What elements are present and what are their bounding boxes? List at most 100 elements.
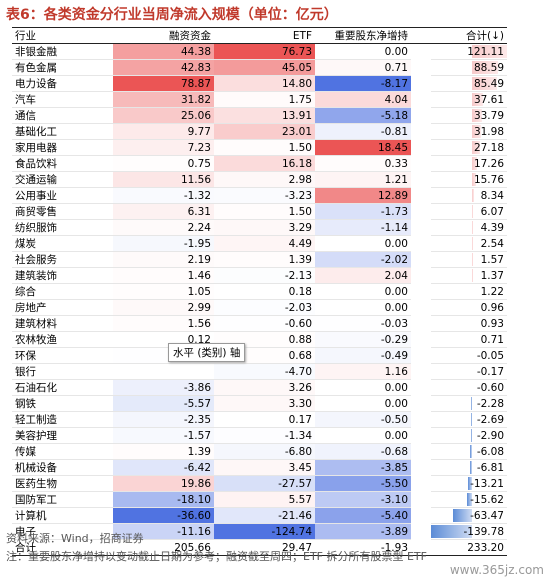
label-cell: 银行 (12, 363, 113, 380)
data-bar (471, 157, 477, 170)
value-cell: -27.57 (214, 475, 315, 492)
value-text: 31.98 (473, 125, 504, 138)
row: 社会服务 2.19 1.39 -2.02 1.57 (12, 251, 507, 268)
source: 资料来源：Wind，招商证券 (6, 532, 144, 545)
value-text: 0.96 (480, 301, 504, 314)
label-cell: 煤炭 (12, 235, 113, 252)
value-cell: -1.95 (113, 235, 214, 252)
value-cell: -13.21 (431, 475, 507, 492)
row: 国防军工 -18.10 5.57 -3.10 -15.62 (12, 491, 507, 508)
value-cell: 2.98 (214, 171, 315, 188)
label-cell: 建筑材料 (12, 315, 113, 332)
data-bar (471, 141, 480, 154)
value-cell: -63.47 (431, 507, 507, 524)
value-text: -15.62 (470, 493, 504, 506)
value-cell: -15.62 (431, 491, 507, 508)
value-cell: -1.93 (315, 539, 411, 556)
value-cell: -6.81 (431, 459, 507, 476)
data-bar (471, 45, 507, 58)
value-cell: 0.96 (431, 299, 507, 316)
data-bar (471, 397, 472, 410)
value-cell: 0.33 (315, 155, 411, 172)
value-text: 1.57 (480, 253, 504, 266)
row: 银行 -4.70 1.16 -0.17 (12, 363, 507, 380)
value-text: -0.60 (476, 381, 504, 394)
row: 传媒 1.39 -6.80 -0.68 -6.08 (12, 443, 507, 460)
data-bar (470, 429, 472, 442)
value-cell: -3.89 (315, 523, 411, 540)
value-cell: 88.59 (431, 59, 507, 76)
value-cell: 1.50 (214, 203, 315, 220)
value-text: 37.61 (473, 93, 504, 106)
value-cell: 121.11 (431, 43, 507, 60)
value-text: 33.79 (473, 109, 504, 122)
value-cell: -5.50 (315, 475, 411, 492)
label-cell: 公用事业 (12, 187, 113, 204)
value-text: 121.11 (467, 45, 504, 58)
value-cell: 78.87 (113, 75, 214, 92)
value-text: 0.71 (480, 333, 504, 346)
row: 美容护理 -1.57 -1.34 0.00 -2.90 (12, 427, 507, 444)
value-cell: -2.90 (431, 427, 507, 444)
value-cell: -1.14 (315, 219, 411, 236)
value-cell: 2.99 (113, 299, 214, 316)
value-cell: 0.00 (315, 379, 411, 396)
label-cell: 美容护理 (12, 427, 113, 444)
value-cell: 8.34 (431, 187, 507, 204)
value-cell: 1.56 (113, 315, 214, 332)
data-bar (431, 525, 472, 538)
value-cell: 3.26 (214, 379, 315, 396)
value-cell: 15.76 (431, 171, 507, 188)
row: 非银金融 44.38 76.73 0.00 121.11 (12, 43, 507, 60)
label-cell: 家用电器 (12, 139, 113, 156)
label-cell: 有色金属 (12, 59, 113, 76)
value-cell: 0.75 (113, 155, 214, 172)
label-cell: 机械设备 (12, 459, 113, 476)
value-text: -139.78 (463, 525, 504, 538)
data-bar (471, 61, 498, 74)
value-cell: 1.22 (431, 283, 507, 300)
value-cell: 0.00 (315, 235, 411, 252)
value-cell: 0.00 (315, 395, 411, 412)
row: 石油石化 -3.86 3.26 0.00 -0.60 (12, 379, 507, 396)
value-text: -0.17 (476, 365, 504, 378)
row: 行业 融资资金 ETF 重要股东净增持 合计(↓) (12, 27, 507, 44)
value-cell: 19.86 (113, 475, 214, 492)
value-text: 4.39 (480, 221, 504, 234)
value-cell: ETF (214, 27, 315, 44)
data-bar (471, 93, 483, 106)
value-cell: 233.20 (431, 539, 507, 556)
value-cell: 31.82 (113, 91, 214, 108)
value-cell: -1.32 (113, 187, 214, 204)
value-text: 8.34 (480, 189, 504, 202)
value-cell: -6.80 (214, 443, 315, 460)
label-cell: 农林牧渔 (12, 331, 113, 348)
value-cell: -5.57 (113, 395, 214, 412)
row: 煤炭 -1.95 4.49 0.00 2.54 (12, 235, 507, 252)
row: 机械设备 -6.42 3.45 -3.85 -6.81 (12, 459, 507, 476)
value-cell: -0.60 (431, 379, 507, 396)
value-cell: -3.85 (315, 459, 411, 476)
value-cell: -36.60 (113, 507, 214, 524)
value-cell: -21.46 (214, 507, 315, 524)
table: 行业 融资资金 ETF 重要股东净增持 合计(↓) 非银金融 44.38 76.73 0.00 1… (12, 27, 507, 556)
value-cell: 44.38 (113, 43, 214, 60)
value-cell: -2.28 (431, 395, 507, 412)
value-cell: -0.29 (315, 331, 411, 348)
value-cell: 33.79 (431, 107, 507, 124)
value-cell: 2.54 (431, 235, 507, 252)
value-text: -6.08 (476, 445, 504, 458)
value-cell: 2.24 (113, 219, 214, 236)
label-cell: 社会服务 (12, 251, 113, 268)
row: 建筑材料 1.56 -0.60 -0.03 0.93 (12, 315, 507, 332)
value-cell: 融资资金 (113, 27, 214, 44)
value-text: 2.54 (480, 237, 504, 250)
value-cell: 205.66 (113, 539, 214, 556)
value-cell: 23.01 (214, 123, 315, 140)
value-cell: 1.16 (315, 363, 411, 380)
value-cell: 6.31 (113, 203, 214, 220)
label-cell: 环保 (12, 347, 113, 364)
label-cell: 建筑装饰 (12, 267, 113, 284)
label-cell: 综合 (12, 283, 113, 300)
value-cell: -2.03 (214, 299, 315, 316)
